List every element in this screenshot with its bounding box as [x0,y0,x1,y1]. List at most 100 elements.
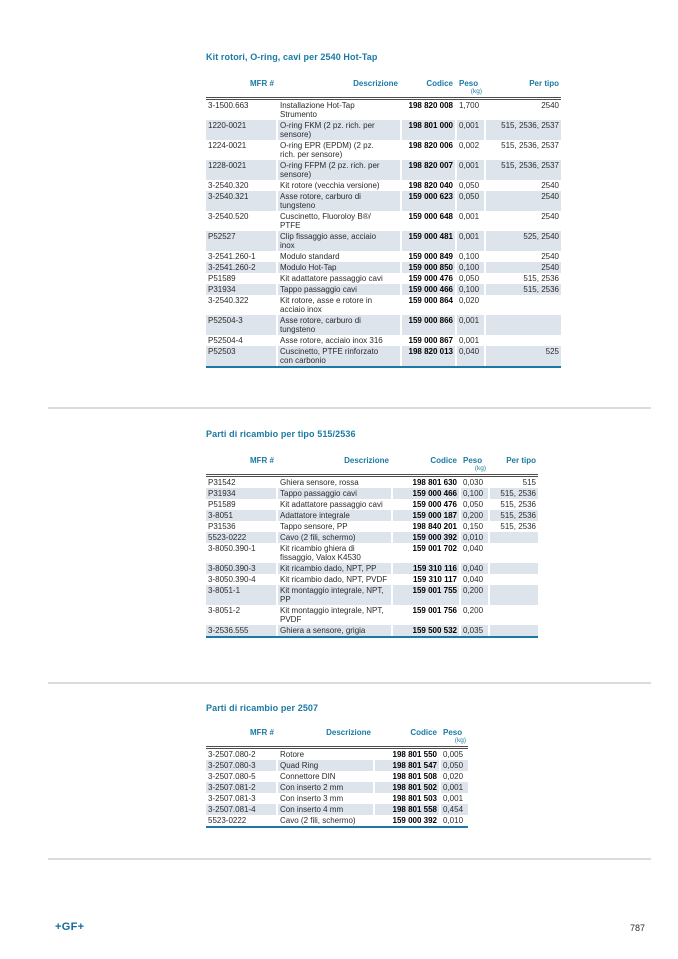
desc-cell: Cuscinetto, Fluoroloy B®/ PTFE [276,211,400,231]
code-cell: 198 840 201 [391,521,459,532]
peso-unit-label: (kg) [474,465,486,472]
mfr-cell: 3-2541.260-2 [206,262,276,273]
code-cell: 198 820 008 [400,100,455,120]
table-row: 3-2507.081-3 Con inserto 3 mm 198 801 503 0… [206,793,468,804]
type-cell: 515, 2536 [488,499,538,510]
column-header-codice: Codice [400,77,455,97]
table-row: 1224-0021 O-ring EPR (EPDM) (2 pz. rich. … [206,140,561,160]
section-title-hot-tap-kit: Kit rotori, O-ring, cavi per 2540 Hot-Ta… [206,52,378,62]
code-cell: 198 820 006 [400,140,455,160]
table-row: 1220-0021 O-ring FKM (2 pz. rich. per sen… [206,120,561,140]
weight-cell: 0,150 [459,521,488,532]
desc-cell: O-ring FFPM (2 pz. rich. per sensore) [276,160,400,180]
mfr-cell: P51589 [208,500,236,509]
table-row: P52504-4 Asse rotore, acciaio inox 316 159… [206,335,561,346]
type-cell: 2540 [484,211,561,231]
parts-table-2540-hot-tap: MFR # Descrizione Codice Peso (kg) Per t… [206,77,561,368]
desc-cell: Kit ricambio ghiera di fissaggio, Valox … [276,543,391,563]
table-row: 3-2540.322 Kit rotore, asse e rotore in a… [206,295,561,315]
code-cell: 198 801 630 [391,477,459,488]
table-header-row: MFR # Descrizione Codice Peso (kg) [206,726,468,746]
mfr-cell: 5523-0222 [206,532,276,543]
type-cell: 515, 2536, 2537 [484,120,561,140]
weight-cell: 0,035 [459,625,488,636]
code-cell: 159 000 864 [400,295,455,315]
type-cell: 2540 [484,180,561,191]
type-cell [484,295,561,315]
code-cell: 159 000 392 [373,815,439,826]
table-row: 3-2540.320 Kit rotore (vecchia versione) 1… [206,180,561,191]
weight-cell: 1,700 [455,100,484,120]
weight-cell: 0,005 [439,749,468,760]
weight-cell: 0,040 [459,563,488,574]
code-cell: 159 000 187 [391,510,459,521]
column-header-peso: Peso (kg) [459,454,488,474]
mfr-cell: P51589 [208,274,236,283]
code-cell: 198 801 000 [400,120,455,140]
code-cell: 159 310 116 [391,563,459,574]
table-row: 3-2507.080-5 Connettore DIN 198 801 508 0,0… [206,771,468,782]
table-row: 3-8051-2 Kit montaggio integrale, NPT, PV… [206,605,538,625]
table-row: 3-2536.555 Ghiera a sensore, grigia 159 50… [206,625,538,636]
weight-cell: 0,001 [439,782,468,793]
table-row: 1228-0021 O-ring FFPM (2 pz. rich. per se… [206,160,561,180]
table-row: 3-2540.520 Cuscinetto, Fluoroloy B®/ PTFE… [206,211,561,231]
type-cell [484,335,561,346]
section-title-515-2536: Parti di ricambio per tipo 515/2536 [206,429,356,439]
desc-cell: Kit adattatore passaggio cavi [276,499,391,510]
code-cell: 159 000 867 [400,335,455,346]
mfr-cell: 3-2540.320 [208,181,249,190]
desc-cell: Tappo passaggio cavi [276,488,391,499]
table-row: P51589 Kit adattatore passaggio cavi 159 0… [206,273,561,284]
mfr-cell: 1220-0021 [206,120,276,140]
type-cell [488,625,538,636]
type-cell [488,563,538,574]
code-cell: 198 801 550 [373,749,439,760]
weight-cell: 0,010 [459,532,488,543]
parts-table-2507: MFR # Descrizione Codice Peso (kg) 3-250… [206,726,468,828]
code-cell: 159 000 849 [400,251,455,262]
table-row: 3-8050.390-3 Kit ricambio dado, NPT, PP 15… [206,563,538,574]
weight-cell: 0,002 [455,140,484,160]
type-cell: 2540 [484,262,561,273]
weight-cell: 0,050 [439,760,468,771]
desc-cell: Kit adattatore passaggio cavi [276,273,400,284]
table-row: 3-8050.390-1 Kit ricambio ghiera di fissa… [206,543,538,563]
code-cell: 159 500 532 [391,625,459,636]
desc-cell: Kit rotore (vecchia versione) [276,180,400,191]
weight-cell: 0,100 [455,262,484,273]
type-cell [484,315,561,335]
column-header-peso: Peso (kg) [439,726,468,746]
weight-cell: 0,050 [455,191,484,211]
mfr-cell: 3-8050.390-4 [208,575,256,584]
weight-cell: 0,040 [459,574,488,585]
desc-cell: Asse rotore, acciaio inox 316 [276,335,400,346]
code-cell: 198 820 040 [400,180,455,191]
code-cell: 159 001 755 [391,585,459,605]
desc-cell: Clip fissaggio asse, acciaio inox [276,231,400,251]
type-cell: 525 [484,346,561,366]
desc-cell: Adattatore integrale [276,510,391,521]
mfr-cell: 3-8050.390-1 [208,544,256,553]
weight-cell: 0,040 [455,346,484,366]
mfr-cell: 1224-0021 [208,141,247,150]
mfr-cell: P31934 [206,488,276,499]
column-header-codice: Codice [391,454,459,474]
code-cell: 159 001 756 [391,605,459,625]
column-header-mfr: MFR # [250,728,274,737]
weight-cell: 0,001 [455,120,484,140]
peso-unit-label: (kg) [454,737,466,744]
column-header-codice: Codice [373,726,439,746]
type-cell [488,605,538,625]
weight-cell: 0,001 [439,793,468,804]
type-cell [488,543,538,563]
desc-cell: Modulo Hot-Tap [276,262,400,273]
code-cell: 198 820 013 [400,346,455,366]
code-cell: 159 000 481 [400,231,455,251]
peso-unit-label: (kg) [470,88,482,95]
mfr-cell: P31536 [208,522,236,531]
section-divider [48,682,651,684]
desc-cell: Quad Ring [276,760,373,771]
weight-cell: 0,001 [455,160,484,180]
code-cell: 159 000 850 [400,262,455,273]
